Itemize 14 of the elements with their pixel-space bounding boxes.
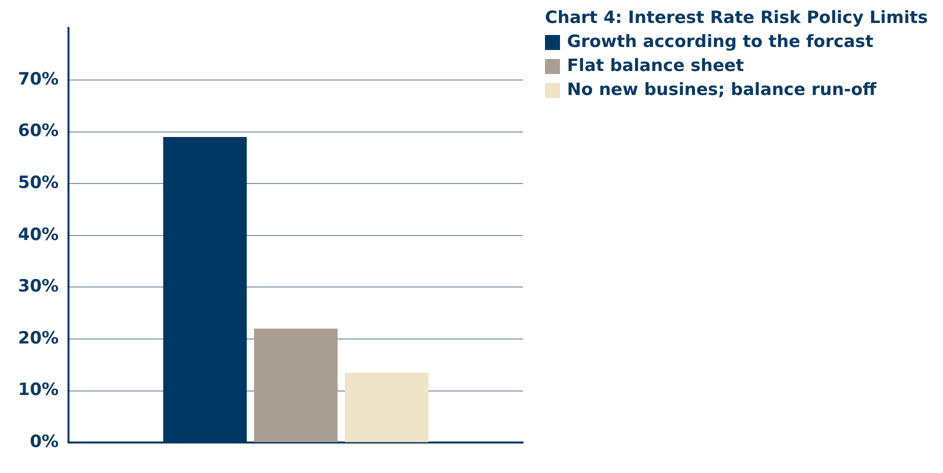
bar xyxy=(344,372,429,442)
legend-label: Growth according to the forcast xyxy=(567,32,874,52)
y-tick-label: 0% xyxy=(30,432,59,452)
y-tick-label: 50% xyxy=(18,173,59,194)
y-tick-label: 60% xyxy=(18,121,59,142)
bar xyxy=(254,328,338,442)
y-tick-label: 20% xyxy=(18,328,59,348)
legend-label: No new busines; balance run-off xyxy=(567,80,876,100)
legend-label: Flat balance sheet xyxy=(567,56,744,76)
y-tick-label: 40% xyxy=(18,224,59,245)
text: Chart 4: Interest Rate Risk Policy Limits xyxy=(545,8,928,28)
y-tick-label: 30% xyxy=(18,276,59,297)
y-tick-label: 70% xyxy=(18,69,59,90)
y-tick-label: 10% xyxy=(18,380,59,400)
